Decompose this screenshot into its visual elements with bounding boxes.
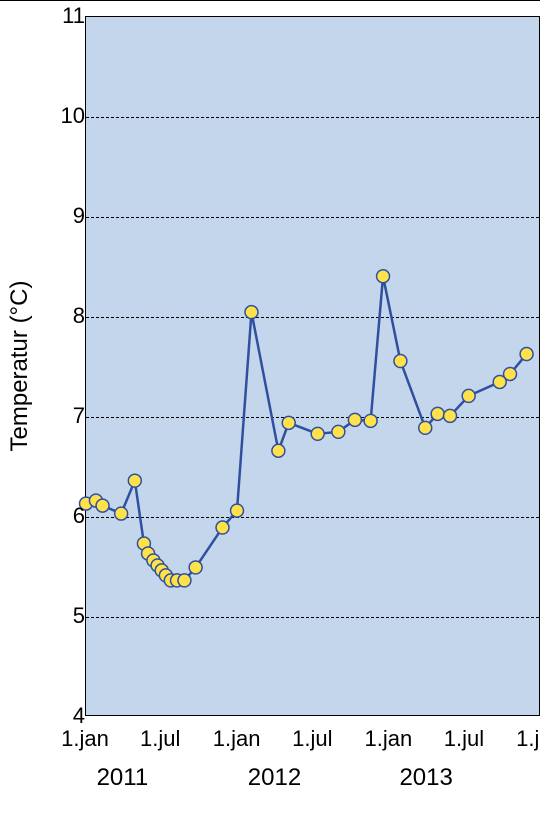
y-tick-label: 5 bbox=[0, 603, 93, 629]
series-marker bbox=[462, 389, 475, 402]
series-marker bbox=[431, 407, 444, 420]
y-tick-label: 9 bbox=[0, 203, 93, 229]
series-marker bbox=[377, 270, 390, 283]
x-tick-label: 1.jan bbox=[516, 726, 540, 752]
x-tick-label: 1.jul bbox=[292, 726, 332, 752]
series-marker bbox=[348, 413, 361, 426]
x-tick-label: 1.jan bbox=[61, 726, 109, 752]
series-marker bbox=[332, 425, 345, 438]
series-marker bbox=[419, 421, 432, 434]
y-tick-label: 10 bbox=[0, 103, 93, 129]
x-year-label: 2011 bbox=[97, 764, 149, 792]
y-tick-label: 6 bbox=[0, 503, 93, 529]
plot-area bbox=[85, 16, 540, 716]
x-tick-label: 1.jul bbox=[140, 726, 180, 752]
series-marker bbox=[272, 444, 285, 457]
x-tick-label: 1.jan bbox=[364, 726, 412, 752]
x-year-label: 2012 bbox=[248, 764, 301, 792]
series-marker bbox=[189, 561, 202, 574]
series-marker bbox=[178, 574, 191, 587]
y-axis-label: Temperatur (°C) bbox=[6, 281, 34, 452]
top-border-rule bbox=[0, 0, 540, 1]
series-marker bbox=[504, 367, 517, 380]
y-tick-label: 11 bbox=[0, 3, 93, 29]
chart-frame: 4567891011 1.jan1.jul1.jan1.jul1.jan1.ju… bbox=[0, 0, 540, 835]
series-marker bbox=[311, 427, 324, 440]
x-tick-label: 1.jan bbox=[213, 726, 261, 752]
temperature-series bbox=[86, 17, 539, 715]
series-marker bbox=[364, 414, 377, 427]
series-marker bbox=[128, 474, 141, 487]
series-marker bbox=[245, 306, 258, 319]
x-tick-label: 1.jul bbox=[444, 726, 484, 752]
series-marker bbox=[444, 409, 457, 422]
series-marker bbox=[231, 504, 244, 517]
series-line bbox=[86, 276, 527, 580]
series-marker bbox=[96, 499, 109, 512]
x-year-label: 2013 bbox=[399, 764, 452, 792]
series-marker bbox=[394, 355, 407, 368]
series-marker bbox=[216, 521, 229, 534]
series-marker bbox=[282, 416, 295, 429]
series-marker bbox=[520, 348, 533, 361]
series-marker bbox=[115, 507, 128, 520]
